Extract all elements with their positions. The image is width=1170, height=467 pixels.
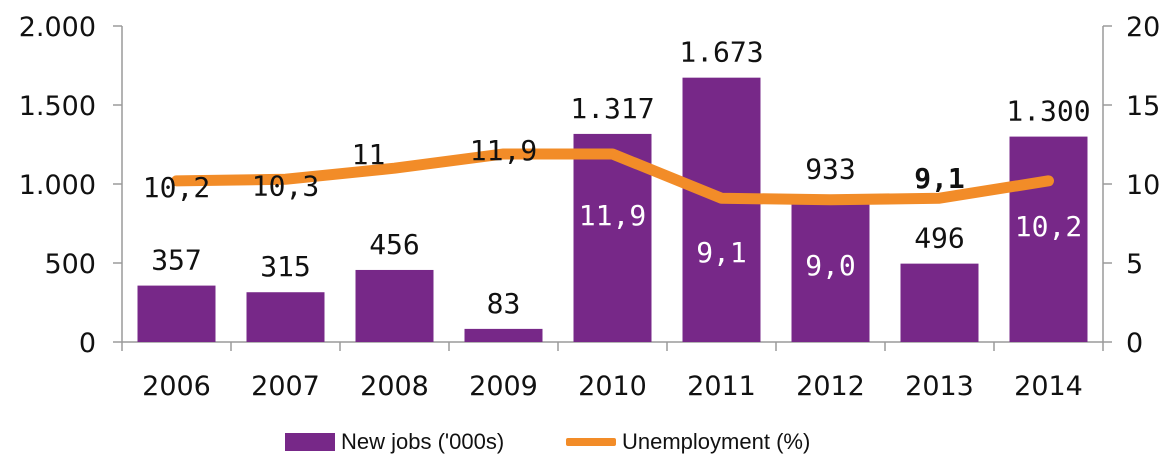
y-left-tick-label: 2.000 bbox=[19, 12, 96, 43]
bar-value-label: 933 bbox=[805, 153, 856, 186]
y-left-tick-label: 500 bbox=[44, 249, 96, 280]
legend-item-new-jobs: New jobs ('000s) bbox=[285, 422, 504, 462]
line-value-label: 11,9 bbox=[579, 199, 646, 232]
line-value-label: 11 bbox=[352, 138, 386, 171]
y-left-tick-label: 0 bbox=[79, 328, 96, 359]
x-tick-label: 2013 bbox=[905, 371, 974, 402]
bar bbox=[791, 194, 870, 342]
x-tick-label: 2011 bbox=[687, 371, 756, 402]
bar-value-label: 456 bbox=[369, 228, 420, 261]
line-series bbox=[171, 148, 1054, 206]
x-tick-label: 2012 bbox=[796, 371, 865, 402]
y-right-tick-label: 15 bbox=[1126, 91, 1160, 122]
bar bbox=[900, 263, 979, 342]
legend: New jobs ('000s) Unemployment (%) bbox=[0, 422, 1170, 462]
y-right-tick-label: 5 bbox=[1126, 249, 1143, 280]
line-value-label: 9,1 bbox=[914, 162, 965, 195]
bar-value-label: 1.673 bbox=[679, 36, 763, 69]
chart: 0 500 1.000 1.500 2.000 0 5 10 15 20 2006 2007 2008 2… bbox=[19, 12, 1161, 402]
line-value-label: 10,2 bbox=[143, 171, 210, 204]
bar-value-label: 83 bbox=[487, 287, 521, 320]
bar-value-label: 496 bbox=[914, 222, 965, 255]
x-tick-label: 2014 bbox=[1014, 371, 1083, 402]
x-tick-label: 2008 bbox=[360, 371, 429, 402]
line-value-label: 11,9 bbox=[470, 134, 537, 167]
legend-swatch-bar bbox=[285, 433, 335, 451]
x-tick-label: 2010 bbox=[578, 371, 647, 402]
legend-label-unemployment: Unemployment (%) bbox=[622, 429, 811, 454]
y-right-tick-label: 10 bbox=[1126, 170, 1160, 201]
bar bbox=[246, 292, 325, 342]
x-tick-label: 2007 bbox=[251, 371, 320, 402]
line-value-label: 9,1 bbox=[696, 236, 747, 269]
x-tick-label: 2006 bbox=[142, 371, 211, 402]
bar bbox=[355, 269, 434, 342]
x-tick-label: 2009 bbox=[469, 371, 538, 402]
bar-value-label: 315 bbox=[260, 250, 311, 283]
y-left-tick-label: 1.000 bbox=[19, 170, 96, 201]
legend-swatch-line bbox=[566, 438, 616, 446]
bar bbox=[1009, 136, 1088, 342]
y-right-tick-label: 20 bbox=[1126, 12, 1160, 43]
bar-value-label: 1.317 bbox=[570, 92, 654, 125]
bar-value-label: 357 bbox=[151, 244, 202, 277]
bar-value-label: 1.300 bbox=[1006, 95, 1090, 128]
data-labels: 357 315 456 83 1.317 1.673 933 496 1.300 10,2 10,3… bbox=[143, 36, 1091, 320]
unemployment-line bbox=[171, 148, 1054, 206]
line-value-label: 9,0 bbox=[805, 249, 856, 282]
legend-item-unemployment: Unemployment (%) bbox=[566, 422, 810, 462]
y-left-tick-label: 1.500 bbox=[19, 91, 96, 122]
line-value-label: 10,2 bbox=[1015, 210, 1082, 243]
y-right-tick-label: 0 bbox=[1126, 328, 1143, 359]
bar bbox=[137, 285, 216, 342]
bar bbox=[682, 77, 761, 342]
legend-label-new-jobs: New jobs ('000s) bbox=[341, 429, 505, 454]
line-value-label: 10,3 bbox=[252, 169, 319, 202]
bar bbox=[464, 328, 543, 342]
